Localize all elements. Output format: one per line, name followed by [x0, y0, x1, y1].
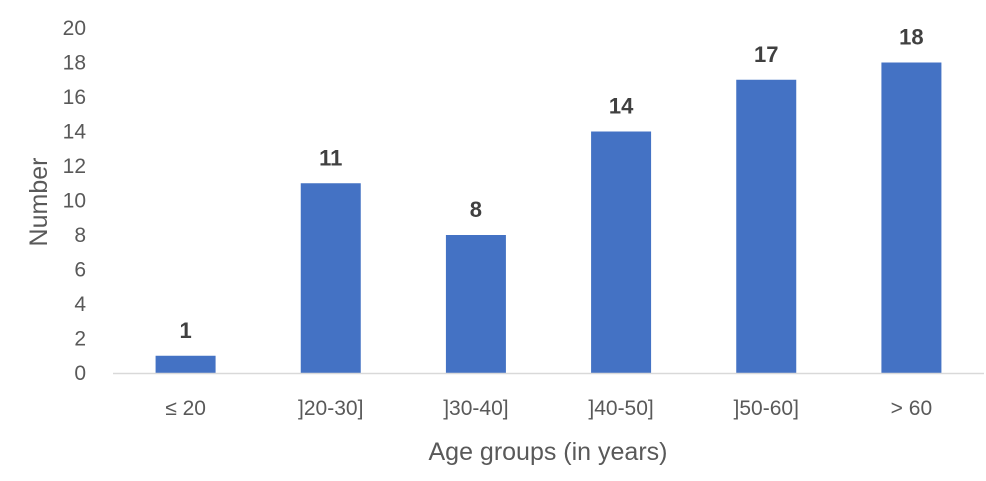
y-tick-label: 10 — [63, 190, 86, 213]
bar-value-label: 14 — [609, 94, 634, 119]
y-tick-label: 14 — [63, 121, 87, 144]
bar — [591, 131, 652, 373]
bar — [881, 62, 942, 373]
y-tick-label: 20 — [63, 17, 86, 40]
x-tick-label: ]30-40] — [443, 397, 508, 420]
bar — [445, 235, 506, 373]
x-axis-title: Age groups (in years) — [428, 438, 667, 466]
x-tick-label: ]40-50] — [588, 397, 653, 420]
y-tick-label: 12 — [63, 155, 86, 178]
bar — [736, 79, 797, 373]
y-axis-ticks: 0 2 4 6 8 10 12 14 16 18 20 — [63, 17, 87, 385]
y-tick-label: 18 — [63, 52, 86, 75]
y-tick-label: 2 — [74, 328, 86, 351]
y-tick-label: 6 — [74, 259, 86, 282]
y-tick-label: 0 — [74, 362, 86, 385]
x-tick-label: > 60 — [891, 397, 932, 420]
bars — [155, 62, 942, 373]
x-tick-label: ]20-30] — [298, 397, 363, 420]
y-axis-title: Number — [25, 158, 53, 247]
y-tick-label: 8 — [74, 224, 86, 247]
y-tick-label: 16 — [63, 86, 86, 109]
bar-value-label: 8 — [470, 197, 482, 222]
bar — [155, 355, 216, 373]
bar — [300, 183, 361, 373]
bar-value-label: 11 — [319, 145, 342, 170]
x-tick-label: ]50-60] — [734, 397, 799, 420]
x-axis-ticks: ≤ 20 ]20-30] ]30-40] ]40-50] ]50-60] > 60 — [165, 397, 932, 420]
bar-value-label: 1 — [179, 318, 191, 343]
y-tick-label: 4 — [74, 293, 86, 316]
bar-value-label: 17 — [754, 42, 778, 67]
bar-value-label: 18 — [899, 25, 923, 50]
x-tick-label: ≤ 20 — [165, 397, 206, 420]
